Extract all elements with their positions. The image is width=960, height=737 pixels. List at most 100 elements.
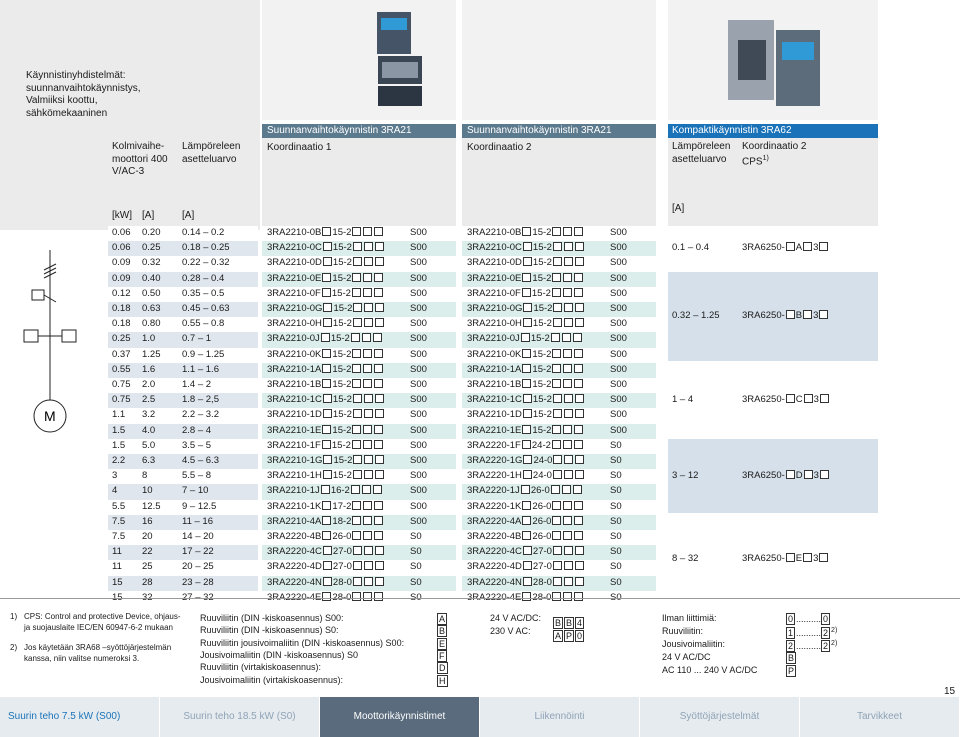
- placeholder-box: [575, 455, 585, 464]
- order-number: 3RA2220-1K 26-0: [467, 500, 584, 514]
- order-number: 3RA2210-0J 15-2: [267, 332, 383, 346]
- placeholder-box: [322, 591, 332, 601]
- placeholder-box: [322, 394, 332, 404]
- placeholder-box: [363, 394, 373, 404]
- order-number: 3RA2210-0G 15-2: [467, 302, 585, 316]
- order-suffix: 15-2: [332, 363, 352, 375]
- order-prefix: 3RA2210-1B: [267, 379, 322, 390]
- size-code: S00: [610, 409, 627, 421]
- size-code: S00: [410, 394, 427, 406]
- placeholder-box: [374, 394, 384, 404]
- size-code: S00: [410, 348, 427, 360]
- placeholder-box: [363, 531, 373, 540]
- row-band-left: [108, 454, 258, 470]
- size-code: S00: [610, 379, 627, 390]
- placeholder-box: [350, 333, 360, 343]
- compact-band: [668, 226, 878, 270]
- placeholder-box: [552, 257, 562, 267]
- order-prefix: 3RA2220-4N: [467, 576, 522, 588]
- header-motor: Kolmivaihe-moottori 400 V/AC-3: [112, 141, 168, 177]
- code-box: B: [437, 625, 448, 638]
- group2-coord: Koordinaatio 2: [467, 142, 532, 153]
- cell-current: 0.20: [142, 227, 161, 238]
- cell-range: 0.35 – 0.5: [182, 287, 225, 299]
- placeholder-box: [563, 257, 573, 267]
- order-number: 3RA2210-0K 15-2: [467, 348, 584, 362]
- cell-current: 0.50: [142, 287, 161, 299]
- placeholder-box: [522, 348, 532, 358]
- cell-kw: 4: [112, 485, 118, 497]
- cell-range: 1.1 – 1.6: [182, 363, 219, 375]
- placeholder-box: [363, 379, 373, 388]
- order-suffix: 26-0: [532, 500, 552, 512]
- cell-range: 0.55 – 0.8: [182, 318, 225, 330]
- order-number: 3RA2210-0B 15-2: [467, 226, 584, 240]
- compact-mid: B: [795, 310, 803, 322]
- placeholder-box: [522, 546, 532, 556]
- order-prefix: 3RA2210-1G: [267, 455, 323, 466]
- placeholder-box: [374, 318, 384, 328]
- nav-tab[interactable]: Suurin teho 18.5 kW (S0): [160, 697, 320, 737]
- legend-code: E: [437, 637, 448, 650]
- order-number: 3RA2210-1B 15-2: [267, 378, 384, 392]
- placeholder-box: [375, 455, 385, 464]
- order-suffix: 15-2: [332, 318, 352, 330]
- order-suffix: 15-2: [532, 424, 552, 436]
- placeholder-box: [322, 227, 332, 236]
- cell-current: 0.40: [142, 272, 161, 284]
- compact-range: 0.1 – 0.4: [672, 241, 709, 253]
- size-code: S00: [410, 439, 427, 451]
- order-number: 3RA2220-4N 28-0: [267, 576, 385, 590]
- order-number: 3RA2210-0C 15-2: [467, 241, 585, 255]
- nav-tab[interactable]: Tarvikkeet: [800, 697, 960, 737]
- placeholder-box: [574, 394, 584, 404]
- placeholder-box: [563, 379, 573, 388]
- order-prefix: 3RA2210-1C: [467, 394, 522, 406]
- compact-suffix: 3: [813, 241, 819, 253]
- legend-code: D: [437, 662, 449, 675]
- placeholder-box: [563, 561, 573, 571]
- placeholder-box: [522, 576, 532, 586]
- size-code: S00: [610, 272, 627, 284]
- order-prefix: 3RA2210-1A: [467, 363, 522, 375]
- order-prefix: 3RA2210-0E: [467, 272, 522, 284]
- placeholder-box: [574, 318, 584, 328]
- cell-kw: 15: [112, 591, 123, 605]
- order-prefix: 3RA2220-1J: [467, 485, 520, 497]
- size-code: S0: [610, 470, 622, 482]
- order-prefix: 3RA2210-0D: [467, 257, 522, 269]
- nav-tab[interactable]: Moottorikäynnistimet: [320, 697, 480, 737]
- placeholder-box: [574, 424, 584, 434]
- group1-header: [262, 138, 456, 230]
- order-prefix: 3RA2220-1H: [467, 470, 522, 482]
- order-number: 3RA2210-0J 15-2: [467, 332, 583, 346]
- placeholder-box: [323, 303, 333, 312]
- order-number: 3RA2210-1A 15-2: [267, 363, 384, 377]
- row-band-left: [108, 362, 258, 378]
- placeholder-box: [352, 546, 362, 556]
- placeholder-box: [363, 348, 373, 358]
- legend-code: H: [437, 674, 449, 687]
- order-number: 3RA2210-1E 15-2: [267, 424, 384, 438]
- group2-title: Suunnanvaihtokäynnistin 3RA21: [467, 125, 612, 136]
- cell-kw: 11: [112, 546, 122, 558]
- order-number: 3RA2210-1B 15-2: [467, 378, 584, 392]
- placeholder-box: [552, 591, 562, 601]
- placeholder-box: [374, 424, 384, 434]
- cell-range: 1.8 – 2,5: [182, 394, 219, 406]
- placeholder-box: [352, 515, 362, 525]
- order-suffix: 26-0: [332, 531, 352, 542]
- nav-tab[interactable]: Liikennöinti: [480, 697, 640, 737]
- cell-range: 2.2 – 3.2: [182, 409, 219, 421]
- order-number: 3RA2210-1K 17-2: [267, 500, 384, 514]
- placeholder-box: [563, 424, 573, 434]
- nav-tab[interactable]: Syöttöjärjestelmät: [640, 697, 800, 737]
- cell-current: 32: [142, 591, 153, 605]
- order-number: 3RA2210-0F 15-2: [467, 287, 584, 301]
- cell-kw: 0.75: [112, 394, 131, 406]
- nav-tab[interactable]: Suurin teho 7.5 kW (S00): [0, 697, 160, 737]
- cell-current: 8: [142, 470, 148, 482]
- order-prefix: 3RA2210-0E: [267, 272, 322, 284]
- order-prefix: 3RA2210-1C: [267, 394, 322, 406]
- order-number: 3RA2220-4C 27-0: [267, 545, 385, 559]
